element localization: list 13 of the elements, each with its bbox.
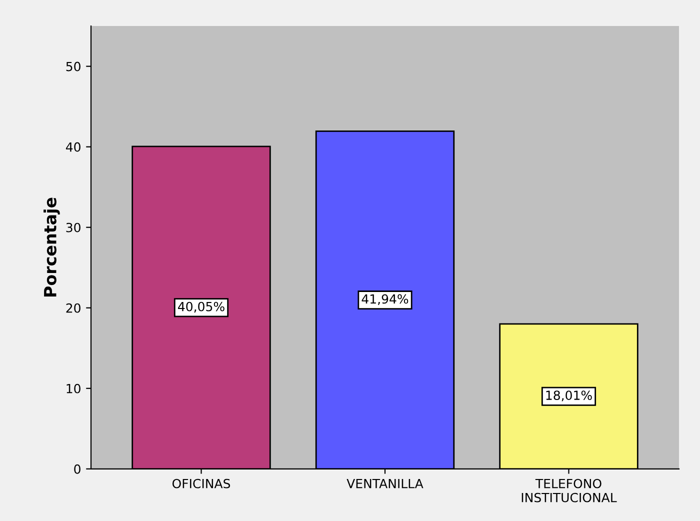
x-tick-label: OFICINAS [172,478,230,488]
x-tick-label: TELEFONO INSTITUCIONAL [522,478,617,502]
y-tick-label: 0 [74,464,80,474]
y-axis-title: Porcentaje [44,198,60,297]
y-tick-label: 50 [66,62,80,72]
y-tick-label: 40 [66,142,80,152]
y-tick-label: 20 [66,303,80,313]
data-label: 18,01% [546,390,592,402]
x-tick-label: VENTANILLA [346,479,424,488]
data-label: 41,94% [362,294,408,305]
data-label: 40,05% [178,302,224,313]
y-tick-label: 10 [66,384,80,394]
y-tick-label: 30 [66,222,80,232]
